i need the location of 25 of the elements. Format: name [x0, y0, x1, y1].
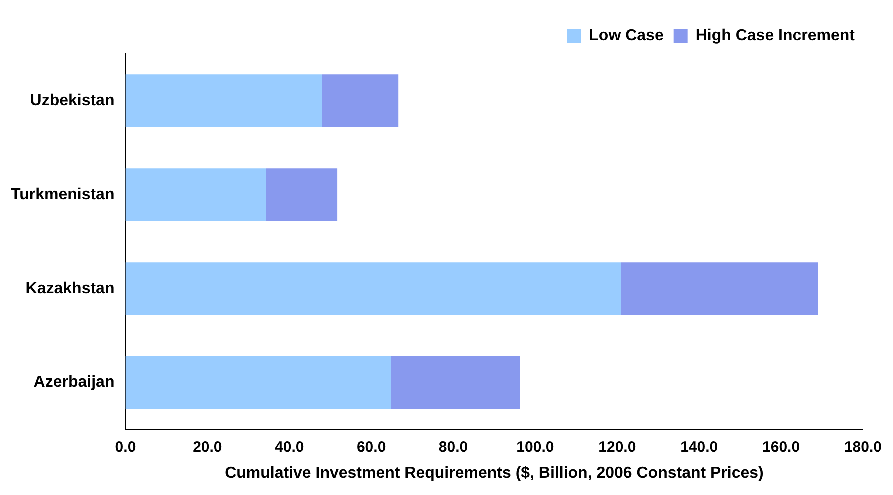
y-tick-label: Kazakhstan — [26, 280, 115, 298]
x-tick-label: 40.0 — [275, 438, 304, 456]
bar — [621, 262, 818, 316]
bar — [126, 74, 322, 128]
x-tick-label: 160.0 — [762, 438, 800, 456]
x-tick-label: 180.0 — [844, 438, 882, 456]
legend-label: High Case Increment — [696, 27, 856, 44]
bar — [126, 356, 392, 410]
legend-label: Low Case — [589, 27, 664, 44]
y-tick-label: Turkmenistan — [10, 186, 115, 204]
x-tick-label: 140.0 — [680, 438, 718, 456]
bar — [266, 168, 338, 222]
x-tick-label: 120.0 — [598, 438, 636, 456]
x-tick-label: 60.0 — [356, 438, 386, 456]
x-axis-title: Cumulative Investment Requirements ($, Billion, 2006 Constant Prices) — [225, 464, 764, 482]
bar — [391, 356, 520, 410]
x-tick-label: 80.0 — [438, 438, 468, 456]
y-tick-label: Uzbekistan — [30, 92, 115, 110]
x-tick-label: 0.0 — [115, 438, 136, 456]
bar — [126, 168, 266, 222]
x-tick-label: 100.0 — [516, 438, 554, 456]
x-tick-label: 20.0 — [193, 438, 222, 456]
bar — [126, 262, 622, 316]
y-tick-label: Azerbaijan — [34, 374, 115, 392]
bar — [322, 74, 399, 128]
